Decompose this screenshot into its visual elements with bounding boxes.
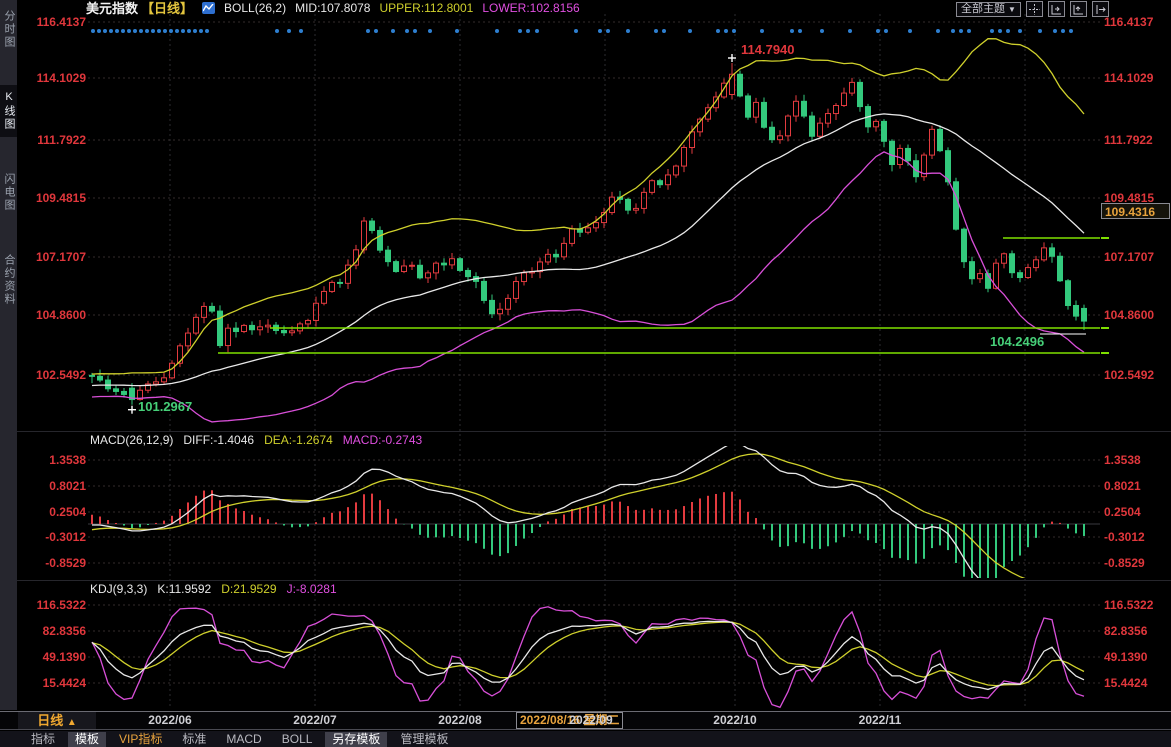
price-tick-right: 109.4815 — [1104, 191, 1155, 205]
kdj-j-value: J:-8.0281 — [286, 582, 337, 596]
price-tick-right: 104.8600 — [1104, 308, 1155, 322]
x-axis-label: 2022/08 — [438, 713, 482, 727]
price-tick-left: 111.7922 — [37, 133, 86, 147]
compress-y-icon[interactable] — [1069, 1, 1087, 17]
macd-label-row: MACD(26,12,9) DIFF:-1.4046 DEA:-1.2674 M… — [90, 433, 422, 447]
chevron-down-icon: ▼ — [1008, 4, 1016, 14]
bottom-tab-7[interactable]: 管理模板 — [400, 731, 449, 746]
kdj-param-label: KDJ(9,3,3) — [90, 582, 148, 596]
high-price-annotation: 114.7940 — [741, 42, 795, 57]
macd-dea-value: DEA:-1.2674 — [264, 433, 333, 447]
macd-tick-right: 1.3538 — [1104, 453, 1141, 467]
axis-price-badge: 109.4316 — [1101, 203, 1170, 219]
kdj-tick-left: 116.5322 — [36, 598, 86, 612]
sidebar-item-0[interactable]: 分时图 — [3, 10, 15, 49]
boll-mid-value: MID:107.8078 — [295, 0, 371, 15]
bottom-tab-bar: 指标 模板 VIP指标 标准 MACD BOLL 另存模板 管理模板 — [0, 731, 1171, 747]
kdj-tick-left: 49.1390 — [42, 650, 86, 664]
left-sidebar: 分时图 K线图闪电图合约资料 — [0, 0, 17, 710]
exit-icon[interactable] — [1091, 1, 1109, 17]
price-tick-right: 111.7922 — [1104, 133, 1153, 147]
x-axis-label: 2022/07 — [293, 713, 337, 727]
macd-tick-left: 1.3538 — [49, 453, 86, 467]
chart-type-icon[interactable] — [202, 1, 216, 14]
x-axis-label: 2022/11 — [858, 713, 902, 727]
sidebar-item-2[interactable]: 闪电图 — [3, 173, 15, 212]
cursor-date-readout: 2022/08/16 星期二 — [516, 712, 624, 729]
support-price-annotation: 104.2496 — [990, 334, 1045, 349]
bottom-tab-0[interactable]: 指标 — [31, 731, 56, 746]
top-toolbar: 全部主题 ▼ — [956, 1, 1109, 17]
bottom-tab-1[interactable]: 模板 — [68, 731, 107, 747]
compress-x-icon[interactable] — [1047, 1, 1065, 17]
bottom-tab-4[interactable]: MACD — [226, 731, 262, 746]
price-tick-right: 102.5492 — [1104, 368, 1155, 382]
kdj-tick-left: 82.8356 — [42, 624, 86, 638]
macd-tick-left: 0.8021 — [49, 479, 86, 493]
macd-tick-left: 0.2504 — [49, 505, 86, 519]
kdj-tick-left: 15.4424 — [42, 676, 86, 690]
crosshair-icon[interactable] — [1025, 1, 1043, 17]
kdj-tick-right: 15.4424 — [1104, 676, 1148, 690]
sidebar-item-3[interactable]: 合约资料 — [3, 254, 15, 306]
triangle-up-icon: ▲ — [66, 717, 77, 728]
price-tick-left: 104.8600 — [35, 308, 86, 322]
price-tick-left: 114.1029 — [36, 71, 86, 85]
price-tick-left: 116.4137 — [36, 15, 86, 29]
symbol-title: 美元指数 — [86, 1, 139, 16]
macd-tick-right: -0.3012 — [1104, 530, 1145, 544]
kdj-tick-right: 116.5322 — [1104, 598, 1154, 612]
sidebar-item-1[interactable]: K线图 — [0, 85, 17, 137]
boll-param-label: BOLL(26,2) — [224, 0, 287, 15]
period-selector[interactable]: 日线 ▲ — [18, 712, 96, 729]
bottom-tab-3[interactable]: 标准 — [182, 731, 207, 746]
bottom-tab-5[interactable]: BOLL — [281, 731, 313, 746]
boll-lower-value: LOWER:102.8156 — [482, 0, 580, 15]
price-tick-right: 107.1707 — [1104, 250, 1155, 264]
kdj-tick-right: 82.8356 — [1104, 624, 1148, 638]
macd-tick-left: -0.3012 — [45, 530, 86, 544]
price-tick-left: 107.1707 — [35, 250, 86, 264]
price-tick-left: 109.4815 — [35, 191, 86, 205]
kdj-label-row: KDJ(9,3,3) K:11.9592 D:21.9529 J:-8.0281 — [90, 582, 337, 596]
bottom-tab-2[interactable]: VIP指标 — [119, 731, 163, 746]
macd-macd-value: MACD:-0.2743 — [342, 433, 423, 447]
macd-tick-right: -0.8529 — [1104, 556, 1145, 570]
bottom-tab-6[interactable]: 另存模板 — [325, 731, 388, 747]
low-price-annotation: 101.2967 — [138, 399, 193, 414]
macd-tick-right: 0.2504 — [1104, 505, 1141, 519]
macd-tick-left: -0.8529 — [45, 556, 86, 570]
kdj-d-value: D:21.9529 — [221, 582, 277, 596]
chart-header: 美元指数 【日线】 BOLL(26,2) MID:107.8078 UPPER:… — [86, 0, 580, 17]
macd-param-label: MACD(26,12,9) — [90, 433, 174, 447]
macd-diff-value: DIFF:-1.4046 — [183, 433, 255, 447]
x-axis-label: 2022/10 — [713, 713, 757, 727]
period-tag: 【日线】 — [141, 1, 194, 16]
macd-tick-right: 0.8021 — [1104, 479, 1141, 493]
boll-upper-value: UPPER:112.8001 — [379, 0, 474, 15]
theme-dropdown[interactable]: 全部主题 ▼ — [956, 1, 1021, 17]
x-axis-label: 2022/06 — [148, 713, 192, 727]
price-tick-right: 114.1029 — [1104, 71, 1154, 85]
price-tick-right: 116.4137 — [1104, 15, 1154, 29]
x-axis-label: 2022/09 — [569, 713, 613, 727]
kdj-k-value: K:11.9592 — [157, 582, 212, 596]
price-tick-left: 102.5492 — [35, 368, 86, 382]
kdj-tick-right: 49.1390 — [1104, 650, 1148, 664]
